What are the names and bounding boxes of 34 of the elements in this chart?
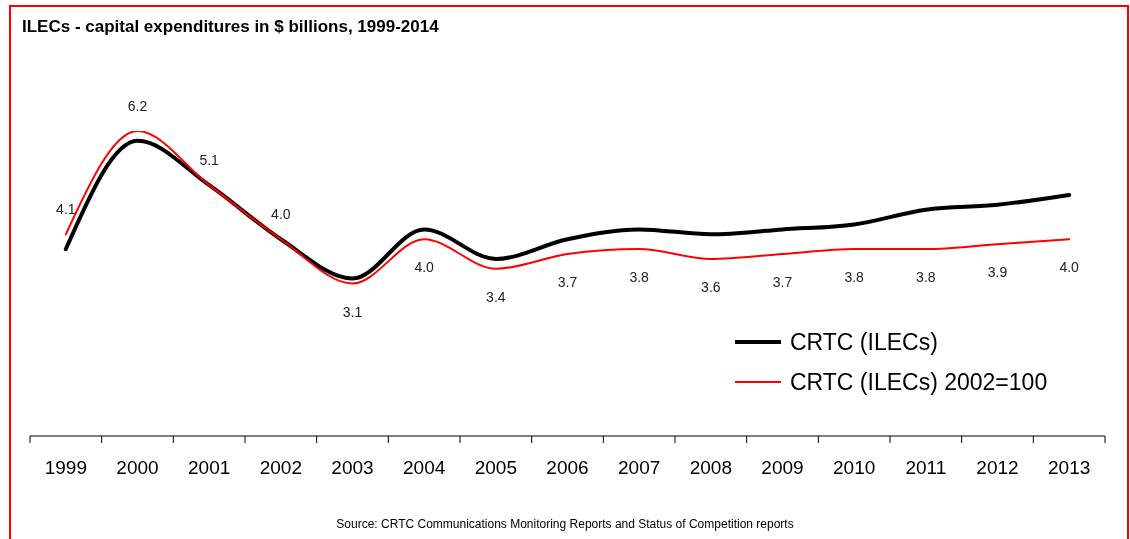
x-tick-label: 2000	[116, 457, 159, 478]
data-label: 3.9	[987, 264, 1008, 281]
x-tick-label: 2001	[188, 457, 231, 478]
chart-title: ILECs - capital expenditures in $ billions, 1999-2014	[22, 17, 439, 37]
data-label: 3.7	[557, 273, 578, 290]
x-tick-label: 2003	[331, 457, 374, 478]
data-label: 4.0	[414, 259, 435, 276]
x-tick-label: 2002	[259, 457, 302, 478]
legend-label: CRTC (ILECs) 2002=100	[790, 368, 1048, 396]
data-label: 3.4	[486, 288, 506, 305]
x-tick-label: 2010	[833, 457, 876, 478]
data-label: 6.2	[127, 98, 148, 114]
data-label: 5.1	[199, 152, 220, 169]
data-label: 4.0	[271, 206, 291, 223]
data-label: 3.8	[844, 269, 865, 286]
data-label: 3.7	[772, 273, 793, 290]
x-tick-label: 2005	[474, 457, 517, 478]
data-label: 3.1	[342, 303, 363, 320]
source-note: Source: CRTC Communications Monitoring Reports and Status of Competition reports	[335, 517, 795, 531]
x-tick-label: 2011	[905, 457, 947, 478]
x-tick-label: 1999	[44, 457, 87, 478]
x-tick-label: 2012	[976, 457, 1019, 478]
x-tick-label: 2008	[689, 457, 732, 478]
x-tick-label: 2007	[618, 457, 661, 478]
data-label: 4.0	[1059, 259, 1080, 276]
legend-label: CRTC (ILECs)	[790, 328, 938, 356]
data-label: 3.8	[629, 269, 650, 286]
data-label: 4.1	[56, 201, 76, 218]
x-tick-label: 2009	[761, 457, 804, 478]
x-tick-label: 2013	[1048, 457, 1091, 478]
x-tick-label: 2006	[546, 457, 589, 478]
data-label: 3.6	[701, 278, 721, 295]
x-tick-label: 2004	[403, 457, 446, 478]
data-label: 3.8	[916, 269, 936, 286]
